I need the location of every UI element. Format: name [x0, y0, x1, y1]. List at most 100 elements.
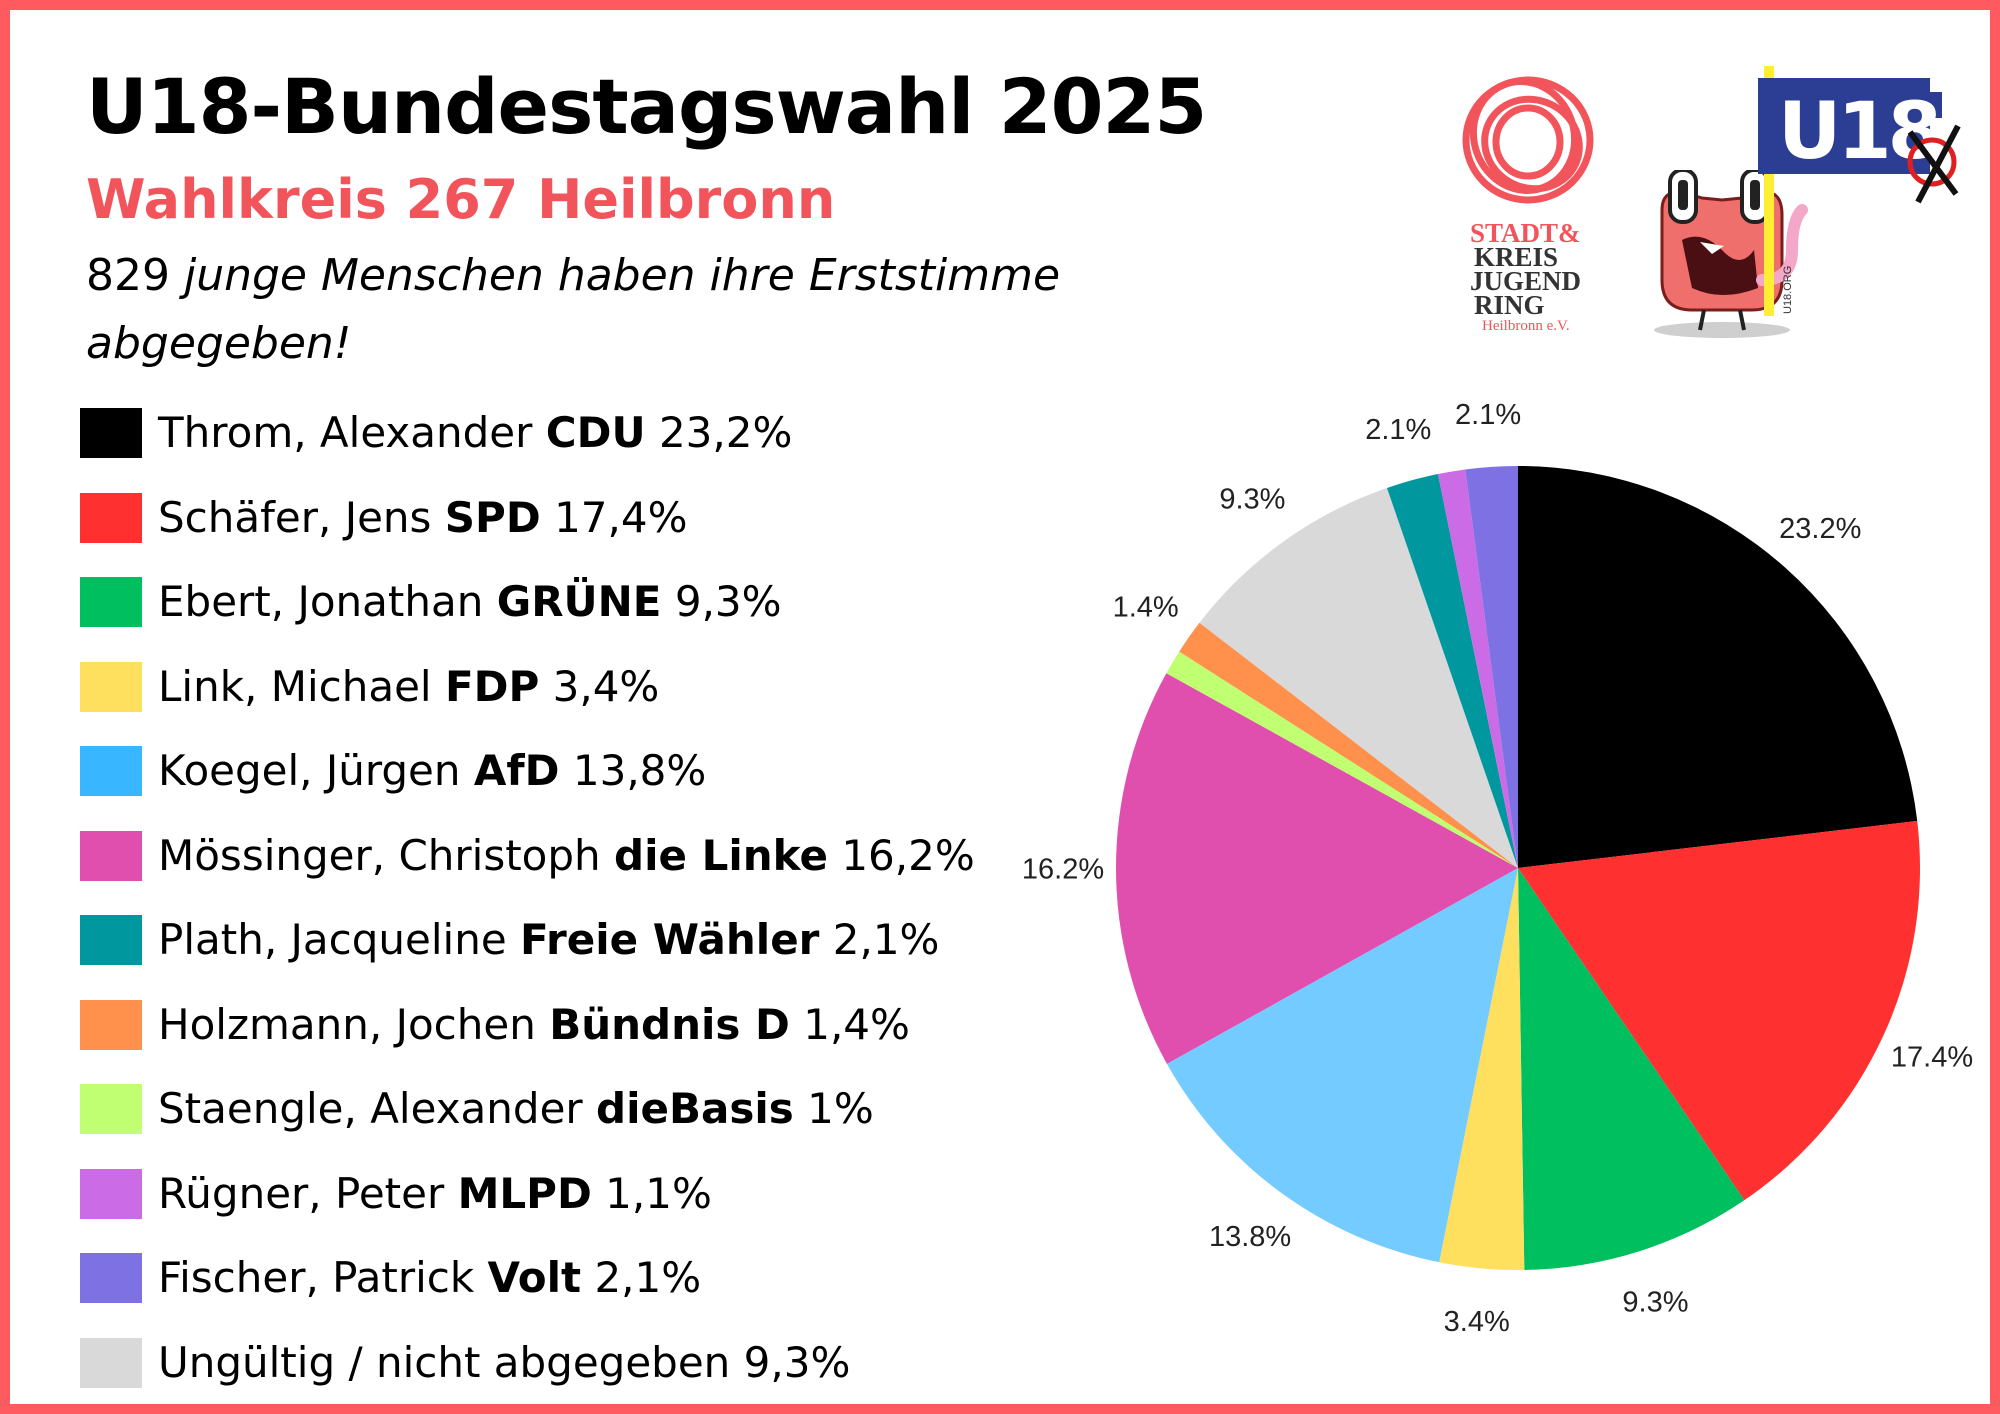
slice-label: 16.2%: [1022, 854, 1104, 886]
pie-slice: [1166, 651, 1518, 868]
vote-share: 9,3%: [743, 1337, 851, 1387]
intro-text: 829 junge Menschen haben ihre Erststimme…: [86, 242, 1136, 378]
legend-swatch: [80, 1168, 142, 1219]
pie-slice: [1166, 868, 1518, 1263]
page-title: U18-Bundestagswahl 2025: [86, 62, 1207, 151]
slice-label: 1.4%: [1113, 591, 1179, 623]
pie-slice: [1518, 820, 1920, 1201]
page-subtitle: Wahlkreis 267 Heilbronn: [86, 168, 836, 231]
u18-mascot-icon: [1654, 170, 1808, 338]
party-name: FDP: [444, 661, 540, 711]
legend-swatch: [80, 746, 142, 796]
legend-label: Staengle, Alexander dieBasis 1%: [158, 1081, 874, 1137]
u18-flag-logo: U18 U18.ORG: [1758, 66, 1961, 316]
legend-label: Holzmann, Jochen Bündnis D 1,4%: [158, 997, 910, 1053]
party-name: Freie Wähler: [520, 915, 820, 964]
slice-label: 9.3%: [1622, 1287, 1688, 1319]
pie-chart: 23.2% 17.4% 9.3% 3.4% 13.8% 16.2% 1.4% 9.3% 2.1%…: [1022, 399, 1973, 1338]
legend-label: Koegel, Jürgen AfD 13,8%: [158, 743, 706, 799]
candidate-name: Mössinger, Christoph: [158, 830, 601, 880]
pie-slice: [1439, 868, 1525, 1270]
vote-share: 9,3%: [674, 577, 782, 626]
u18-url: U18.ORG: [1782, 266, 1794, 314]
legend-item: Mössinger, Christoph die Linke 16,2%: [80, 828, 1040, 888]
legend-swatch: [80, 408, 142, 458]
legend-item: Ebert, Jonathan GRÜNE 9,3%: [80, 574, 1040, 634]
sjr-line-3: JUGEND: [1470, 266, 1581, 296]
slice-label: 13.8%: [1209, 1221, 1291, 1253]
pie-slice: [1386, 474, 1518, 868]
candidate-name: Ebert, Jonathan: [158, 577, 484, 626]
party-name: AfD: [473, 746, 560, 795]
pie-slice: [1116, 673, 1518, 1064]
vote-share: 3,4%: [552, 661, 660, 711]
vote-share: 1%: [807, 1084, 874, 1133]
vote-share: 1,1%: [605, 1168, 712, 1218]
legend-label: Throm, Alexander CDU 23,2%: [158, 405, 792, 461]
candidate-name: Fischer, Patrick: [158, 1253, 475, 1302]
legend-label: Schäfer, Jens SPD 17,4%: [158, 490, 688, 546]
pie-slice: [1465, 466, 1518, 868]
slice-label: 2.1%: [1365, 414, 1431, 446]
pie-slice: [1437, 469, 1518, 868]
pie-slice: [1518, 868, 1745, 1270]
legend-item: Ungültig / nicht abgegeben 9,3%: [80, 1335, 1040, 1395]
pie-slice: [1518, 466, 1918, 868]
slice-label: 3.4%: [1444, 1306, 1510, 1338]
sjr-line-4: RING: [1474, 290, 1545, 320]
party-name: CDU: [545, 408, 646, 457]
legend-label: Plath, Jacqueline Freie Wähler 2,1%: [158, 912, 939, 968]
legend-label: Ebert, Jonathan GRÜNE 9,3%: [158, 574, 782, 630]
legend-swatch: [80, 1253, 142, 1303]
sjr-logo: STADT& KREIS JUGEND RING Heilbronn e.V.: [1462, 76, 1594, 332]
ballot-cross-icon: [1907, 124, 1961, 204]
candidate-name: Plath, Jacqueline: [158, 915, 507, 964]
pie-slice: [1179, 622, 1518, 868]
legend-label: Fischer, Patrick Volt 2,1%: [158, 1250, 701, 1306]
legend-swatch: [80, 492, 142, 543]
legend-item: Staengle, Alexander dieBasis 1%: [80, 1081, 1040, 1141]
legend-item: Holzmann, Jochen Bündnis D 1,4%: [80, 997, 1040, 1057]
legend-swatch: [80, 915, 142, 965]
sjr-line-1: STADT&: [1470, 218, 1581, 248]
party-name: die Linke: [614, 830, 828, 880]
vote-share: 23,2%: [658, 408, 793, 457]
legend-swatch: [80, 999, 142, 1050]
legend-label: Link, Michael FDP 3,4%: [158, 659, 659, 715]
legend-item: Fischer, Patrick Volt 2,1%: [80, 1250, 1040, 1310]
candidate-name: Staengle, Alexander: [158, 1084, 583, 1133]
legend-label: Mössinger, Christoph die Linke 16,2%: [158, 828, 975, 884]
party-name: SPD: [444, 492, 541, 542]
party-name: GRÜNE: [496, 577, 662, 626]
legend-swatch: [80, 1337, 142, 1388]
legend-swatch: [80, 661, 142, 712]
legend-item: Rügner, Peter MLPD 1,1%: [80, 1166, 1040, 1226]
candidate-name: Throm, Alexander: [158, 408, 533, 457]
pie-slice: [1199, 487, 1518, 868]
party-name: Volt: [487, 1253, 582, 1302]
party-name: dieBasis: [596, 1084, 794, 1133]
legend-item: Koegel, Jürgen AfD 13,8%: [80, 743, 1040, 803]
slice-label: 2.1%: [1455, 399, 1521, 431]
party-name: Bündnis D: [549, 999, 790, 1049]
vote-share: 2,1%: [832, 915, 940, 964]
candidate-name: Link, Michael: [158, 661, 432, 711]
party-name: MLPD: [457, 1168, 592, 1218]
legend-label: Ungültig / nicht abgegeben 9,3%: [158, 1335, 850, 1391]
vote-share: 13,8%: [572, 746, 707, 795]
vote-share: 1,4%: [803, 999, 910, 1049]
candidate-name: Koegel, Jürgen: [158, 746, 461, 795]
vote-share: 16,2%: [841, 830, 975, 880]
legend-swatch: [80, 830, 142, 881]
candidate-name: Ungültig / nicht abgegeben: [158, 1337, 731, 1387]
slice-label: 23.2%: [1779, 513, 1861, 545]
u18-flag-text: U18: [1778, 87, 1938, 177]
legend-label: Rügner, Peter MLPD 1,1%: [158, 1166, 712, 1222]
candidate-name: Schäfer, Jens: [158, 492, 432, 542]
legend-swatch: [80, 577, 142, 627]
sjr-line-2: KREIS: [1474, 242, 1558, 272]
slice-label: 17.4%: [1891, 1042, 1973, 1074]
legend-item: Schäfer, Jens SPD 17,4%: [80, 490, 1040, 550]
legend-swatch: [80, 1084, 142, 1134]
